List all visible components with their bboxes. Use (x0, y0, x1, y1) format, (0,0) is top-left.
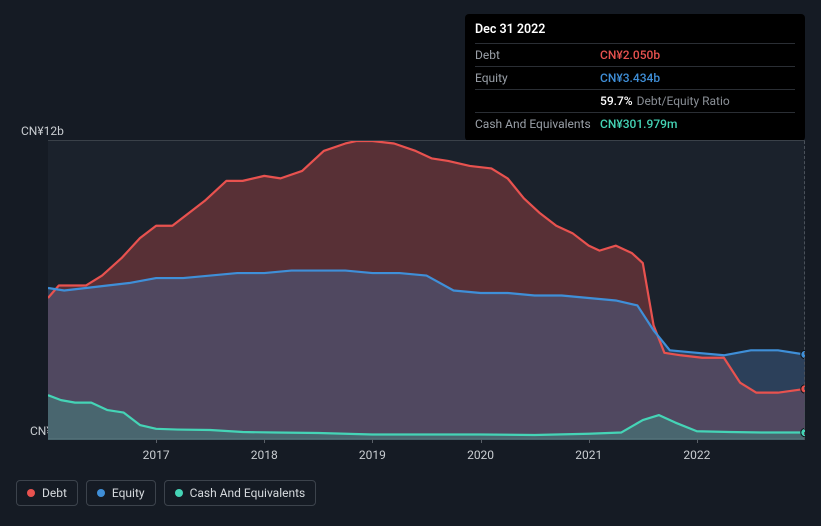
legend-item-equity[interactable]: Equity (86, 480, 156, 506)
tooltip-extra: Debt/Equity Ratio (637, 92, 730, 110)
chart-plot[interactable] (48, 140, 805, 439)
tooltip-label: Equity (475, 69, 600, 87)
tooltip-value: CN¥3.434b (600, 69, 660, 87)
xaxis-label: 2022 (683, 448, 710, 462)
legend-dot-cash (175, 489, 183, 497)
legend-item-cash[interactable]: Cash And Equivalents (164, 480, 317, 506)
xaxis-label: 2018 (251, 448, 278, 462)
tooltip-row: EquityCN¥3.434b (475, 66, 795, 89)
legend-label: Equity (112, 486, 145, 500)
xaxis-label: 2020 (467, 448, 494, 462)
chart-svg (48, 141, 805, 440)
tooltip-row: DebtCN¥2.050b (475, 43, 795, 66)
legend-label: Cash And Equivalents (190, 486, 306, 500)
chart-legend: Debt Equity Cash And Equivalents (16, 480, 316, 506)
chart-area: CN¥12b CN¥0 201720182019202020212022 (16, 118, 805, 476)
tooltip-value: CN¥2.050b (600, 46, 660, 64)
xaxis-tick (697, 439, 698, 443)
legend-dot-debt (27, 489, 35, 497)
xaxis-label: 2017 (143, 448, 170, 462)
tooltip-date: Dec 31 2022 (475, 18, 795, 43)
xaxis-tick (481, 439, 482, 443)
legend-item-debt[interactable]: Debt (16, 480, 78, 506)
tooltip-label (475, 92, 600, 110)
yaxis-label-top: CN¥12b (21, 124, 64, 138)
legend-label: Debt (42, 486, 67, 500)
xaxis-label: 2021 (575, 448, 602, 462)
tooltip-row: 59.7%Debt/Equity Ratio (475, 89, 795, 112)
xaxis-tick (589, 439, 590, 443)
xaxis-tick (264, 439, 265, 443)
legend-dot-equity (97, 489, 105, 497)
tooltip-value: 59.7% (600, 92, 633, 110)
xaxis-tick (156, 439, 157, 443)
xaxis-label: 2019 (359, 448, 386, 462)
xaxis-tick (372, 439, 373, 443)
hover-vline (804, 141, 805, 440)
tooltip-label: Debt (475, 46, 600, 64)
